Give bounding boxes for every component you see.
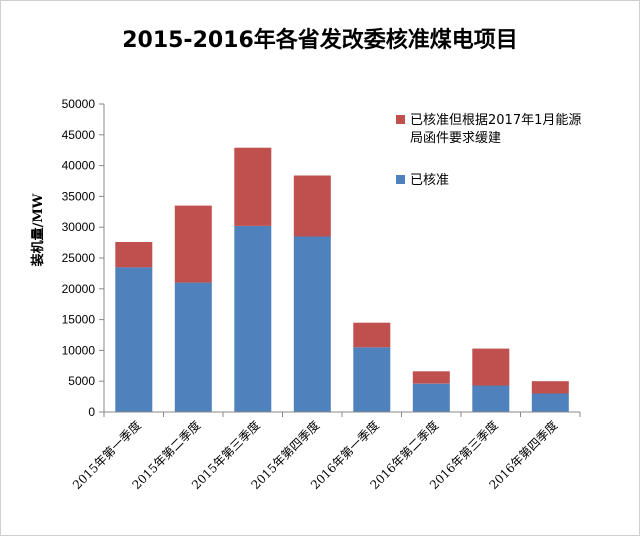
y-tick-label: 15000 — [62, 313, 96, 327]
y-tick-label: 35000 — [62, 189, 96, 203]
y-axis: 0 5000 10000 15000 20000 25000 30000 35000 40000… — [62, 97, 105, 419]
bar-approved — [353, 347, 391, 412]
bar-approved — [531, 393, 569, 412]
bar-deferred — [234, 147, 272, 226]
bar-approved — [472, 385, 510, 412]
bar-approved — [115, 267, 153, 412]
y-tick-label: 10000 — [62, 343, 96, 357]
y-tick-label: 5000 — [68, 374, 95, 388]
bars — [115, 147, 569, 412]
legend-swatch-deferred — [396, 115, 405, 124]
y-tick-label: 0 — [88, 405, 95, 419]
bar-deferred — [531, 381, 569, 394]
y-tick-label: 25000 — [62, 251, 96, 265]
y-tick-label: 50000 — [62, 97, 96, 111]
bar-approved — [234, 226, 272, 412]
bar-approved — [293, 236, 331, 412]
legend-label-approved: 已核准 — [410, 173, 449, 188]
y-tick-label: 30000 — [62, 220, 96, 234]
y-axis-label: 装机量/MW — [30, 193, 46, 267]
bar-deferred — [472, 348, 510, 386]
bar-deferred — [115, 242, 153, 268]
y-tick-label: 40000 — [62, 159, 96, 173]
y-tick-label: 45000 — [62, 128, 96, 142]
legend-swatch-approved — [396, 175, 405, 184]
bar-deferred — [353, 322, 391, 348]
bar-approved — [412, 383, 450, 412]
legend-label-line: 已核准但根据2017年1月能源 — [410, 113, 581, 128]
bar-deferred — [174, 205, 212, 283]
legend-label-deferred: 已核准但根据2017年1月能源局函件要求缓建 — [410, 113, 581, 146]
bar-deferred — [412, 371, 450, 384]
bar-deferred — [293, 175, 331, 237]
bar-approved — [174, 282, 212, 412]
chart-title: 2015-2016年各省发改委核准煤电项目 — [122, 27, 518, 53]
legend-label-line: 局函件要求缓建 — [410, 131, 501, 146]
y-tick-label: 20000 — [62, 282, 96, 296]
